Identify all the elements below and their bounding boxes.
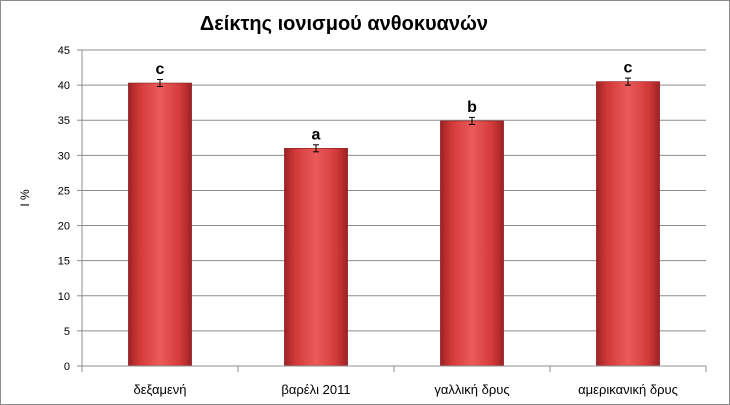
significance-label: c: [624, 60, 633, 77]
x-category-label: βαρέλι 2011: [281, 382, 350, 397]
y-tick-label: 30: [58, 150, 70, 162]
bar-3: [440, 120, 504, 367]
y-tick-label: 20: [58, 221, 70, 233]
y-tick-label: 35: [58, 115, 70, 127]
y-tick-label: 0: [64, 361, 70, 373]
x-category-label: αμερικανική δρυς: [578, 382, 678, 397]
bars: c a b c: [128, 60, 660, 367]
axes: 0 5 10 15 20 25 30 35 40 45 δεξαμενή βαρέλι 2011 γαλ…: [58, 45, 707, 397]
y-axis-label: I %: [18, 189, 32, 207]
bar-2: [284, 148, 348, 367]
significance-label: c: [156, 61, 165, 78]
x-category-label: δεξαμενή: [133, 382, 186, 397]
significance-label: a: [312, 126, 321, 143]
x-category-label: γαλλική δρυς: [434, 382, 509, 397]
y-tick-label: 10: [58, 291, 70, 303]
y-tick-label: 25: [58, 185, 70, 197]
y-tick-label: 45: [58, 45, 70, 57]
y-tick-label: 5: [64, 326, 70, 338]
y-tick-label: 40: [58, 80, 70, 92]
y-tick-label: 15: [58, 256, 70, 268]
bar-1: [128, 82, 192, 367]
bar-4: [596, 81, 660, 367]
chart-title: Δείκτης ιονισμού ανθοκυανών: [200, 13, 488, 35]
significance-label: b: [467, 99, 477, 116]
